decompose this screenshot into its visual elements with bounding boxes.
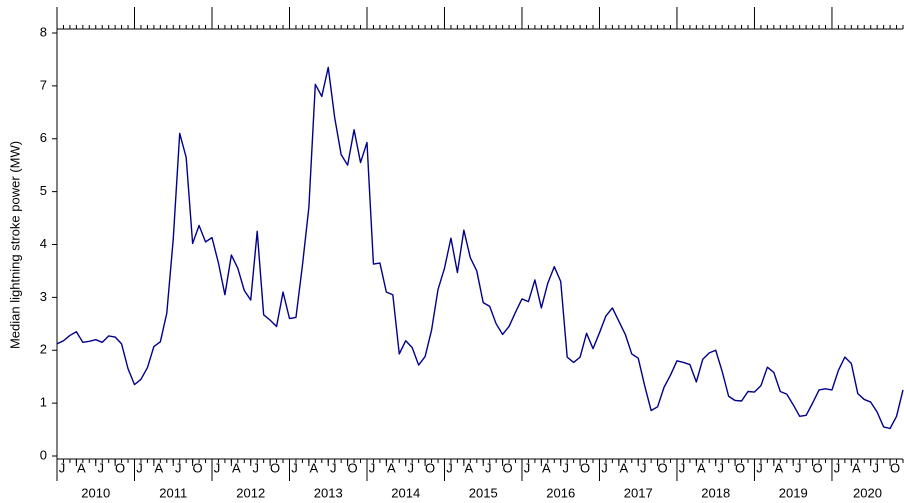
year-label: 2011 — [159, 485, 187, 500]
x-tick-label: A — [77, 460, 86, 475]
year-label: 2012 — [236, 485, 265, 500]
x-tick-label: A — [232, 460, 241, 475]
x-tick-label: A — [310, 460, 319, 475]
x-tick-label: J — [136, 460, 143, 475]
x-tick-label: O — [580, 460, 590, 475]
year-label: 2014 — [391, 485, 420, 500]
x-tick-label: J — [97, 460, 104, 475]
y-tick-label: 0 — [40, 447, 47, 462]
y-tick-label: 7 — [40, 77, 47, 92]
x-tick-label: O — [348, 460, 358, 475]
x-tick-label: J — [679, 460, 686, 475]
x-tick-label: J — [214, 460, 221, 475]
x-tick-label: J — [640, 460, 647, 475]
x-tick-label: O — [115, 460, 125, 475]
y-axis-label: Median lightning stroke power (MW) — [7, 141, 22, 349]
x-tick-label: A — [852, 460, 861, 475]
data-line — [56, 66, 904, 430]
x-tick-label: O — [658, 460, 668, 475]
x-tick-label: J — [562, 460, 569, 475]
y-tick-label: 3 — [40, 289, 47, 304]
x-tick-label: A — [775, 460, 784, 475]
x-tick-label: J — [717, 460, 724, 475]
x-tick-label: O — [425, 460, 435, 475]
year-label: 2020 — [853, 485, 882, 500]
y-tick-label: 8 — [40, 24, 47, 39]
x-tick-label: J — [795, 460, 802, 475]
year-label: 2018 — [701, 485, 730, 500]
year-label: 2010 — [81, 485, 110, 500]
x-tick-label: J — [834, 460, 841, 475]
x-tick-label: J — [446, 460, 453, 475]
x-tick-label: J — [252, 460, 259, 475]
y-tick-label: 4 — [40, 236, 47, 251]
year-label: 2013 — [314, 485, 343, 500]
x-tick-label: J — [524, 460, 531, 475]
x-tick-label: J — [59, 460, 66, 475]
x-tick-label: J — [330, 460, 337, 475]
x-tick-label: A — [620, 460, 629, 475]
x-tick-label: J — [756, 460, 763, 475]
x-tick-label: O — [890, 460, 900, 475]
x-tick-label: J — [291, 460, 298, 475]
x-tick-label: J — [175, 460, 182, 475]
y-tick-label: 1 — [40, 395, 47, 410]
year-label: 2019 — [779, 485, 808, 500]
x-tick-label: O — [813, 460, 823, 475]
x-tick-label: A — [155, 460, 164, 475]
year-label: 2015 — [469, 485, 498, 500]
y-tick-label: 2 — [40, 342, 47, 357]
y-tick-label: 5 — [40, 183, 47, 198]
year-label: 2017 — [624, 485, 653, 500]
x-tick-label: A — [542, 460, 551, 475]
x-tick-label: J — [485, 460, 492, 475]
x-tick-label: J — [407, 460, 414, 475]
x-tick-label: O — [735, 460, 745, 475]
x-tick-label: O — [270, 460, 280, 475]
x-tick-label: A — [465, 460, 474, 475]
y-tick-label: 6 — [40, 130, 47, 145]
x-tick-label: O — [503, 460, 513, 475]
year-label: 2016 — [546, 485, 575, 500]
x-tick-label: A — [697, 460, 706, 475]
x-tick-label: O — [193, 460, 203, 475]
x-tick-label: J — [601, 460, 608, 475]
x-tick-label: J — [872, 460, 879, 475]
x-tick-label: J — [369, 460, 376, 475]
x-tick-label: A — [387, 460, 396, 475]
